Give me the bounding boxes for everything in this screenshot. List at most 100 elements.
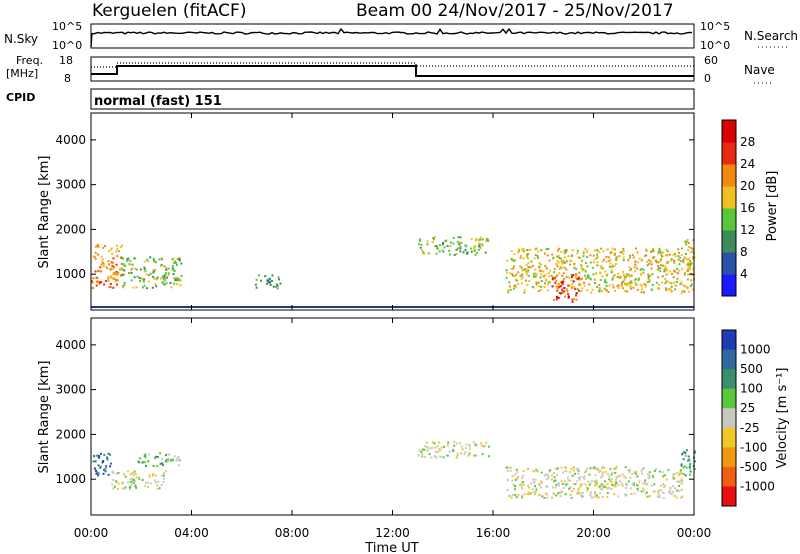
data-cell (417, 454, 420, 457)
data-cell (257, 274, 260, 277)
data-cell (99, 466, 102, 469)
data-cell (423, 252, 426, 255)
data-cell (423, 456, 426, 459)
data-cell (598, 251, 601, 254)
data-cell (135, 286, 138, 289)
data-cell (442, 241, 445, 244)
data-cell (160, 257, 163, 260)
data-cell (94, 270, 97, 273)
data-cell (521, 496, 524, 499)
data-cell (595, 479, 598, 482)
data-cell (634, 266, 637, 269)
data-cell (111, 265, 114, 268)
data-cell (152, 269, 155, 272)
data-cell (610, 473, 613, 476)
data-cell (106, 458, 109, 461)
data-cell (121, 244, 123, 247)
data-cell (592, 254, 595, 257)
data-cell (515, 279, 518, 282)
data-cell (629, 476, 632, 479)
data-cell (675, 496, 678, 499)
data-cell (279, 282, 282, 285)
data-cell (565, 466, 568, 469)
data-cell (566, 482, 569, 485)
data-cell (517, 271, 520, 274)
data-cell (535, 281, 538, 284)
colorbar-swatch (722, 252, 736, 275)
colorbar-swatch (722, 164, 736, 187)
data-cell (156, 484, 159, 487)
data-cell (623, 277, 626, 280)
velocity-data (92, 441, 696, 499)
data-cell (515, 273, 518, 276)
data-cell (510, 250, 513, 253)
data-cell (637, 279, 640, 282)
data-cell (438, 250, 441, 253)
data-cell (514, 284, 517, 287)
data-cell (425, 441, 428, 444)
data-cell (534, 254, 537, 257)
data-cell (145, 464, 147, 467)
data-cell (620, 281, 623, 284)
data-cell (559, 266, 562, 269)
data-cell (535, 273, 538, 276)
data-cell (167, 453, 170, 456)
data-cell (506, 289, 509, 292)
data-cell (138, 476, 140, 479)
colorbar-tick-label: 12 (740, 223, 755, 237)
data-cell (666, 273, 669, 276)
data-cell (654, 259, 657, 262)
data-cell (678, 263, 681, 266)
data-cell (568, 470, 571, 473)
data-cell (545, 278, 548, 281)
data-cell (628, 275, 631, 278)
data-cell (608, 284, 611, 287)
data-cell (548, 275, 551, 278)
data-cell (665, 267, 667, 270)
data-cell (679, 480, 682, 483)
data-cell (114, 280, 117, 283)
data-cell (598, 290, 600, 293)
data-cell (603, 486, 606, 489)
data-cell (267, 281, 270, 283)
data-cell (672, 276, 675, 279)
data-cell (627, 259, 630, 262)
data-cell (664, 484, 667, 487)
data-cell (514, 473, 517, 476)
data-cell (640, 273, 642, 276)
data-cell (537, 256, 539, 259)
colorbar-tick-label: -1000 (740, 479, 775, 493)
power-data (91, 236, 696, 303)
data-cell (522, 250, 525, 253)
data-cell (551, 474, 553, 477)
data-cell (630, 267, 633, 270)
data-cell (131, 477, 134, 480)
data-cell (681, 283, 684, 286)
data-cell (560, 489, 563, 492)
data-cell (126, 259, 129, 262)
data-cell (624, 466, 627, 469)
data-cell (651, 250, 654, 253)
data-cell (276, 284, 279, 287)
data-cell (461, 448, 464, 451)
data-cell (417, 243, 420, 246)
data-cell (571, 474, 574, 477)
data-cell (537, 290, 540, 293)
data-cell (613, 253, 616, 256)
data-cell (514, 259, 517, 261)
data-cell (158, 487, 161, 490)
data-cell (110, 247, 113, 250)
data-cell (143, 461, 146, 464)
data-cell (170, 286, 173, 289)
data-cell (581, 265, 583, 267)
data-cell (122, 286, 124, 289)
data-cell (626, 273, 629, 276)
data-cell (479, 236, 482, 239)
data-cell (678, 490, 681, 493)
data-cell (567, 295, 570, 298)
data-cell (555, 285, 558, 288)
data-cell (525, 279, 527, 282)
data-cell (587, 480, 590, 483)
data-cell (598, 288, 601, 291)
data-cell (115, 250, 118, 253)
